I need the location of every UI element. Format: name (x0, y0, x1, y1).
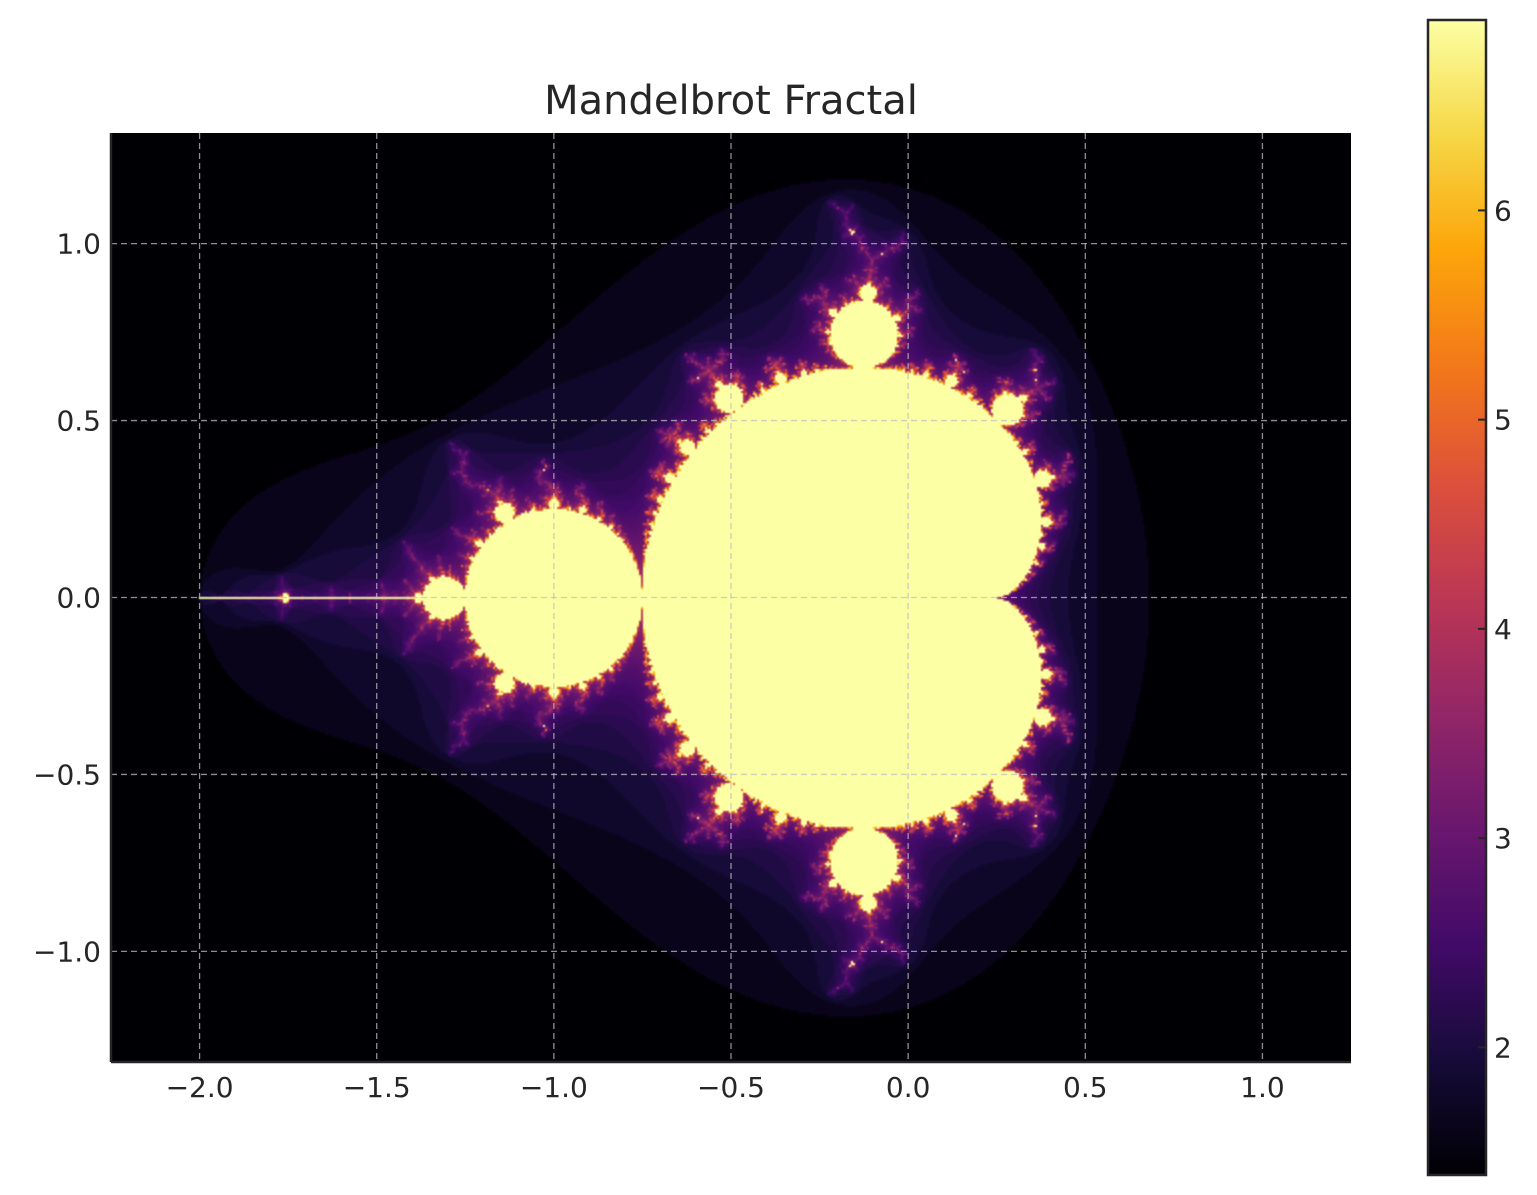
colorbar-tick-label: 2 (1494, 1031, 1512, 1064)
y-tick-label: 0.5 (56, 405, 101, 438)
y-tick-label: 1.0 (56, 228, 101, 261)
x-tick-label: 0.0 (886, 1071, 931, 1104)
y-tick-label: 0.0 (56, 582, 101, 615)
y-tick-label: −1.0 (33, 935, 101, 968)
colorbar-gradient (1426, 18, 1488, 1177)
x-tick-label: 1.0 (1240, 1071, 1285, 1104)
chart-title: Mandelbrot Fractal (544, 78, 918, 124)
colorbar-tick-label: 6 (1494, 194, 1512, 227)
grid-lines (111, 133, 1351, 1062)
colorbar-tick-label: 3 (1494, 822, 1512, 855)
y-tick-label: −0.5 (33, 758, 101, 791)
colorbar-tick-label: 5 (1494, 404, 1512, 437)
x-tick-label: 0.5 (1063, 1071, 1108, 1104)
x-tick-label: −1.0 (520, 1071, 588, 1104)
colorbar: 2 3 4 5 6 (1426, 18, 1512, 1177)
y-tick-labels: 1.0 0.5 0.0 −0.5 −1.0 (33, 228, 101, 969)
colorbar-tick-label: 4 (1494, 613, 1512, 646)
plot-area (109, 133, 1351, 1064)
x-tick-label: −2.0 (166, 1071, 234, 1104)
x-tick-labels: −2.0 −1.5 −1.0 −0.5 0.0 0.5 1.0 (166, 1071, 1285, 1104)
x-tick-label: −0.5 (697, 1071, 765, 1104)
colorbar-ticks: 2 3 4 5 6 (1478, 194, 1512, 1064)
x-tick-label: −1.5 (343, 1071, 411, 1104)
